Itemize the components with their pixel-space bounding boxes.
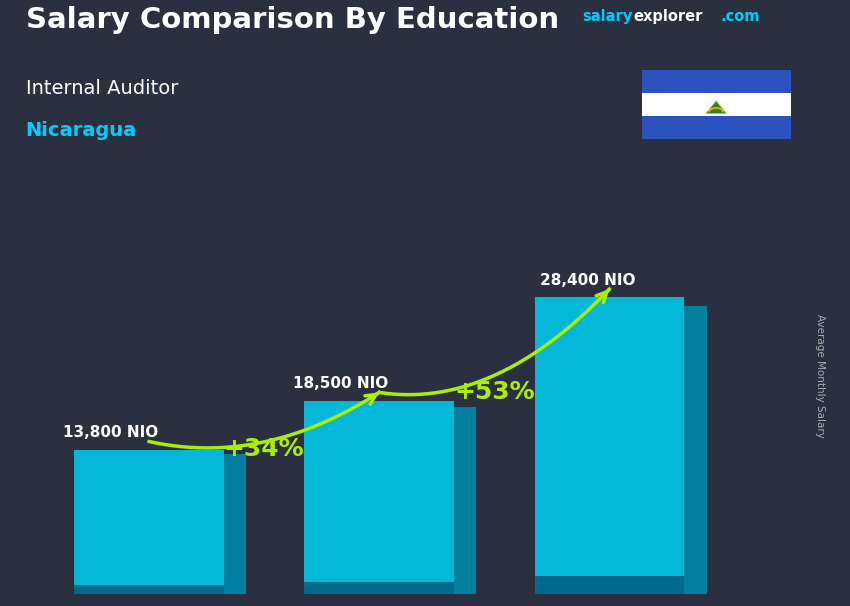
FancyBboxPatch shape <box>74 450 224 594</box>
FancyBboxPatch shape <box>535 298 684 594</box>
Text: 13,800 NIO: 13,800 NIO <box>63 425 158 441</box>
FancyBboxPatch shape <box>304 401 454 594</box>
FancyBboxPatch shape <box>304 582 454 594</box>
Text: salary: salary <box>582 9 632 24</box>
FancyBboxPatch shape <box>684 307 706 594</box>
Text: Salary Comparison By Education: Salary Comparison By Education <box>26 6 558 34</box>
Bar <box>642 116 790 139</box>
Text: explorer: explorer <box>633 9 703 24</box>
Text: .com: .com <box>721 9 760 24</box>
Text: Nicaragua: Nicaragua <box>26 121 137 140</box>
Text: 28,400 NIO: 28,400 NIO <box>541 273 636 288</box>
Text: Internal Auditor: Internal Auditor <box>26 79 178 98</box>
FancyBboxPatch shape <box>535 576 684 594</box>
FancyBboxPatch shape <box>224 454 246 594</box>
Text: Average Monthly Salary: Average Monthly Salary <box>815 314 825 438</box>
FancyBboxPatch shape <box>454 407 477 594</box>
Bar <box>642 93 790 116</box>
FancyBboxPatch shape <box>74 585 224 594</box>
Text: +53%: +53% <box>454 380 535 404</box>
Text: +34%: +34% <box>224 436 304 461</box>
Text: 18,500 NIO: 18,500 NIO <box>293 376 388 391</box>
Polygon shape <box>706 101 726 113</box>
Bar <box>642 70 790 93</box>
